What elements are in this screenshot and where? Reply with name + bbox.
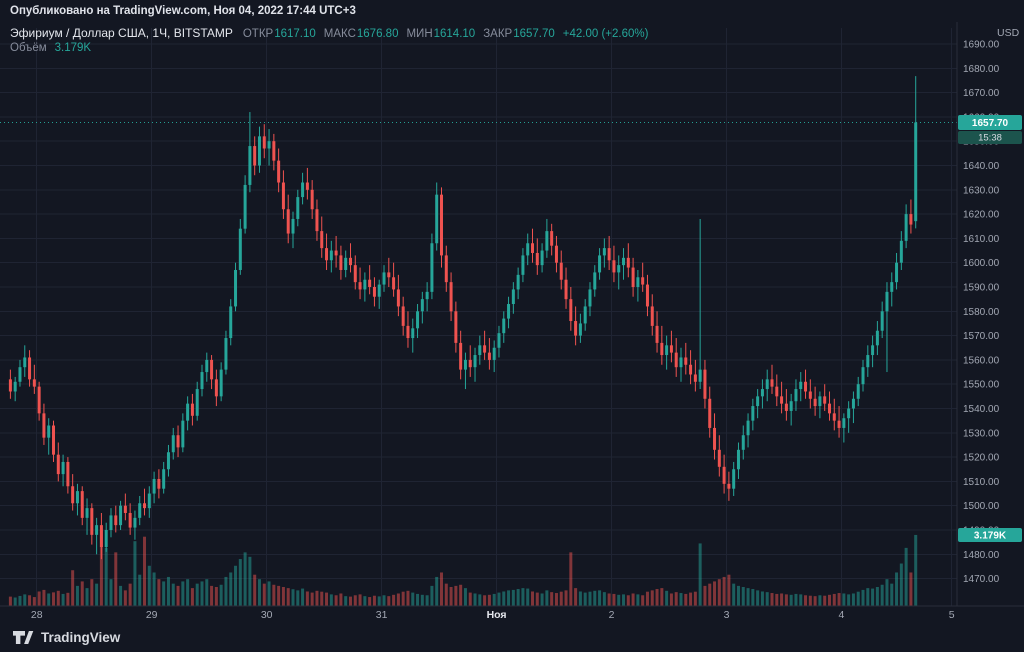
- svg-text:28: 28: [31, 609, 43, 621]
- svg-text:1590.00: 1590.00: [963, 283, 1000, 294]
- open-label: ОТКР: [242, 28, 274, 40]
- svg-text:1670.00: 1670.00: [963, 88, 1000, 99]
- svg-text:1690.00: 1690.00: [963, 40, 1000, 51]
- svg-text:1550.00: 1550.00: [963, 380, 1000, 391]
- svg-text:1500.00: 1500.00: [963, 501, 1000, 512]
- brand-name[interactable]: TradingView: [41, 629, 121, 645]
- price-badge: [958, 114, 1022, 130]
- svg-text:29: 29: [146, 609, 158, 621]
- volume-value: 3.179K: [54, 42, 92, 54]
- chart-region: 1690.001680.001670.001660.001650.001640.…: [0, 22, 1024, 622]
- footer-bar: TradingView: [0, 622, 1024, 652]
- countdown-badge: [958, 130, 1022, 144]
- svg-text:1680.00: 1680.00: [963, 64, 1000, 75]
- close-field: ЗАКР 1657.70: [483, 28, 555, 40]
- symbol-title[interactable]: Эфириум / Доллар США, 1Ч, BITSTAMP: [10, 26, 233, 40]
- last-price-marker: 1657.70 15:38 3.179K: [0, 114, 1022, 542]
- svg-text:1610.00: 1610.00: [963, 234, 1000, 245]
- grid-lines: [0, 28, 957, 606]
- svg-text:1530.00: 1530.00: [963, 428, 1000, 439]
- svg-text:5: 5: [949, 609, 955, 621]
- price-axis[interactable]: 1690.001680.001670.001660.001650.001640.…: [963, 27, 1020, 585]
- currency-label: USD: [997, 27, 1020, 39]
- svg-text:4: 4: [839, 609, 845, 621]
- svg-text:1470.00: 1470.00: [963, 574, 1000, 585]
- svg-text:1580.00: 1580.00: [963, 307, 1000, 318]
- attribution-bar: Опубликовано на TradingView.com, Ноя 04,…: [0, 0, 1024, 22]
- svg-text:1510.00: 1510.00: [963, 477, 1000, 488]
- candles: [8, 76, 918, 560]
- volume-bars: [8, 530, 918, 606]
- svg-text:1560.00: 1560.00: [963, 355, 1000, 366]
- svg-text:3.179K: 3.179K: [974, 530, 1007, 541]
- volume-label[interactable]: Объём: [10, 42, 47, 54]
- svg-text:1630.00: 1630.00: [963, 185, 1000, 196]
- candlestick-chart[interactable]: 1690.001680.001670.001660.001650.001640.…: [0, 22, 1024, 622]
- volume-badge: [958, 527, 1022, 542]
- close-label: ЗАКР: [483, 28, 513, 40]
- high-field: МАКС 1676.80: [324, 28, 399, 40]
- close-value: 1657.70: [513, 28, 555, 40]
- svg-text:1520.00: 1520.00: [963, 453, 1000, 464]
- low-field: МИН 1614.10: [406, 28, 475, 40]
- svg-text:1620.00: 1620.00: [963, 210, 1000, 221]
- high-label: МАКС: [323, 28, 356, 40]
- time-axis[interactable]: 28 29 30 31 Ноя 2 3 4 5: [31, 609, 955, 621]
- svg-text:Ноя: Ноя: [487, 609, 507, 621]
- high-value: 1676.80: [356, 28, 399, 40]
- attribution-text: Опубликовано на TradingView.com, Ноя 04,…: [10, 5, 356, 17]
- legend-volume-row: Объём 3.179K: [10, 42, 648, 58]
- tradingview-logo-icon[interactable]: [12, 630, 34, 645]
- svg-text:30: 30: [261, 609, 273, 621]
- legend: Эфириум / Доллар США, 1Ч, BITSTAMP ОТКР …: [10, 26, 648, 58]
- open-value: 1617.10: [274, 28, 316, 40]
- svg-text:1600.00: 1600.00: [963, 258, 1000, 269]
- low-value: 1614.10: [433, 28, 476, 40]
- svg-text:2: 2: [609, 609, 615, 621]
- open-field: ОТКР 1617.10: [243, 28, 316, 40]
- svg-text:1480.00: 1480.00: [963, 550, 1000, 561]
- svg-text:3: 3: [724, 609, 730, 621]
- svg-text:1570.00: 1570.00: [963, 331, 1000, 342]
- change-value: +42.00 (+2.60%): [562, 28, 649, 40]
- svg-text:1540.00: 1540.00: [963, 404, 1000, 415]
- svg-text:1640.00: 1640.00: [963, 161, 1000, 172]
- low-label: МИН: [406, 28, 433, 40]
- legend-ohlc-row: Эфириум / Доллар США, 1Ч, BITSTAMP ОТКР …: [10, 26, 648, 42]
- svg-text:1657.70: 1657.70: [972, 118, 1009, 129]
- svg-text:15:38: 15:38: [978, 132, 1002, 143]
- svg-text:31: 31: [376, 609, 388, 621]
